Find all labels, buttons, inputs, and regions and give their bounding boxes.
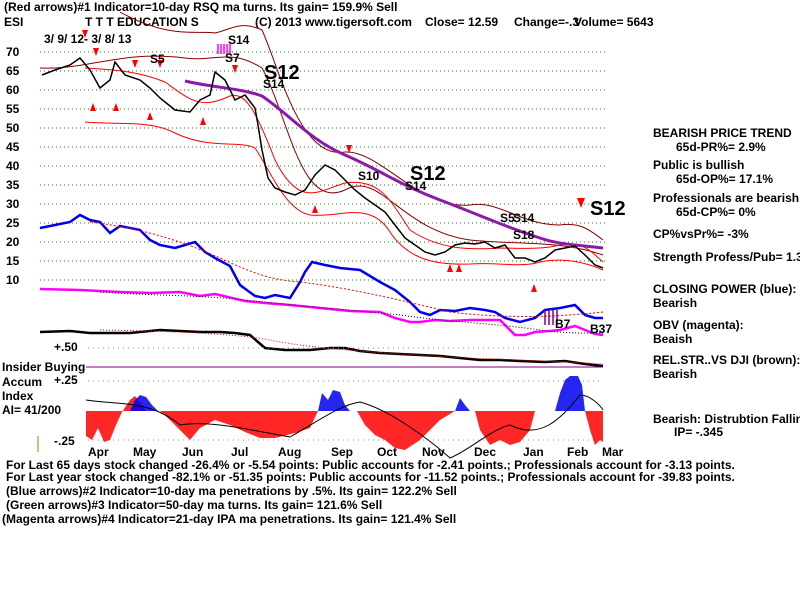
y-tick-50: 50 bbox=[6, 121, 20, 135]
upper-band-outer bbox=[119, 11, 604, 241]
signal-s12-b: S12 bbox=[410, 163, 446, 185]
ticker-symbol: ESI bbox=[4, 15, 24, 29]
price-gridlines bbox=[40, 51, 605, 281]
y-tick-65: 65 bbox=[6, 64, 20, 78]
accum-label: Accum bbox=[2, 375, 43, 389]
obv-line bbox=[39, 287, 604, 337]
copyright: (C) 2013 www.tigersoft.com bbox=[255, 15, 412, 29]
cp-vs-pr: CP%vsPr%= -3% bbox=[653, 227, 749, 241]
op-value: 65d-OP%= 17.1% bbox=[676, 172, 774, 186]
obv-title: OBV (magenta): bbox=[653, 318, 744, 332]
ma-65-line bbox=[184, 79, 604, 250]
signal-b7: B7 bbox=[555, 317, 571, 331]
signal-s14-b: S14 bbox=[263, 77, 285, 91]
footer-year: For Last year stock changed -82.1% or -5… bbox=[6, 470, 735, 484]
date-range: 3/ 9/ 12- 3/ 8/ 13 bbox=[44, 32, 132, 46]
y-tick-15: 15 bbox=[6, 254, 20, 268]
month-mar: Mar bbox=[602, 445, 624, 459]
price-line bbox=[41, 56, 604, 269]
month-sep: Sep bbox=[331, 445, 354, 459]
ai-value: AI= 41/200 bbox=[2, 403, 62, 417]
footer-blue-arrows: (Blue arrows)#2 Indicator=10-day ma pene… bbox=[6, 484, 457, 498]
relstr-value: Bearish bbox=[653, 367, 698, 381]
y-tick-20: 20 bbox=[6, 235, 20, 249]
y-tick-45: 45 bbox=[6, 140, 20, 154]
month-nov: Nov bbox=[422, 445, 445, 459]
signal-arrows bbox=[82, 30, 585, 292]
month-oct: Oct bbox=[377, 445, 398, 459]
y-tick-70: 70 bbox=[6, 45, 20, 59]
ip-value: IP= -.345 bbox=[674, 425, 724, 439]
y-tick-60: 60 bbox=[6, 83, 20, 97]
accum-index-histogram bbox=[85, 376, 604, 459]
signal-s5: S5 bbox=[150, 52, 165, 66]
rel-strength-line bbox=[39, 328, 604, 368]
cp-value: 65d-CP%= 0% bbox=[676, 205, 756, 219]
purple-arrows bbox=[544, 310, 558, 325]
upper-band-inner bbox=[39, 55, 604, 256]
month-dec: Dec bbox=[474, 445, 497, 459]
signal-s12-c: S12 bbox=[590, 198, 626, 220]
month-jun: Jun bbox=[182, 445, 204, 459]
closing-power-line bbox=[39, 213, 603, 324]
strength-ratio: Strength Profess/Pub= 1.3 bbox=[653, 250, 800, 264]
footer-65day: For Last 65 days stock changed -26.4% or… bbox=[6, 458, 735, 472]
signal-s18: S18 bbox=[513, 228, 535, 242]
month-aug: Aug bbox=[278, 445, 302, 459]
signal-s14-d: S14 bbox=[513, 211, 535, 225]
signal-s14-c: S14 bbox=[405, 179, 427, 193]
month-jan: Jan bbox=[523, 445, 544, 459]
month-feb: Feb bbox=[567, 445, 589, 459]
signal-s5-b: S5 bbox=[500, 211, 515, 225]
month-jul: Jul bbox=[231, 445, 249, 459]
relstr-title: REL.STR..VS DJI (brown): bbox=[653, 353, 800, 367]
signal-s7: S7 bbox=[225, 51, 240, 65]
magenta-arrows bbox=[217, 44, 231, 54]
y-tick-25: 25 bbox=[6, 216, 20, 230]
signal-b37: B37 bbox=[590, 322, 613, 336]
index-label: Index bbox=[2, 389, 34, 403]
signal-s12-a: S12 bbox=[264, 62, 300, 84]
lower-band bbox=[84, 121, 604, 271]
signal-s14-a: S14 bbox=[228, 33, 250, 47]
distribution-status: Bearish: Distrubtion Falling bbox=[653, 412, 800, 426]
footer-green-arrows: (Green arrows)#3 Indicator=50-day ma tur… bbox=[6, 498, 383, 512]
y-tick-35: 35 bbox=[6, 178, 20, 192]
plus50-label: +.50 bbox=[54, 340, 78, 354]
insider-buying-label: Insider Buying bbox=[2, 360, 86, 374]
minus25-label: -.25 bbox=[54, 434, 75, 448]
footer-magenta-arrows: (Magenta arrows)#4 Indicator=21-day IPA … bbox=[2, 512, 457, 526]
y-tick-40: 40 bbox=[6, 159, 20, 173]
y-tick-10: 10 bbox=[6, 273, 20, 287]
month-apr: Apr bbox=[88, 445, 109, 459]
change-value: Change=-.3 bbox=[514, 15, 580, 29]
y-tick-55: 55 bbox=[6, 102, 20, 116]
close-value: Close= 12.59 bbox=[425, 15, 499, 29]
mid-band bbox=[84, 67, 604, 263]
signal-s10: S10 bbox=[358, 169, 380, 183]
month-may: May bbox=[133, 445, 157, 459]
obv-ma bbox=[99, 291, 604, 334]
obv-value: Beaish bbox=[653, 332, 693, 346]
volume-value: Volume= 5643 bbox=[574, 15, 654, 29]
professionals-title: Professionals are bearish bbox=[653, 191, 800, 205]
y-tick-30: 30 bbox=[6, 197, 20, 211]
pr-value: 65d-PR%= 2.9% bbox=[676, 140, 766, 154]
indicator-1-caption: (Red arrows)#1 Indicator=10-day RSQ ma t… bbox=[4, 0, 398, 14]
closing-power-value: Bearish bbox=[653, 296, 698, 310]
closing-power-title: CLOSING POWER (blue): bbox=[653, 282, 797, 296]
trend-title: BEARISH PRICE TREND bbox=[653, 126, 792, 140]
plus25-label: +.25 bbox=[54, 373, 78, 387]
public-title: Public is bullish bbox=[653, 158, 745, 172]
